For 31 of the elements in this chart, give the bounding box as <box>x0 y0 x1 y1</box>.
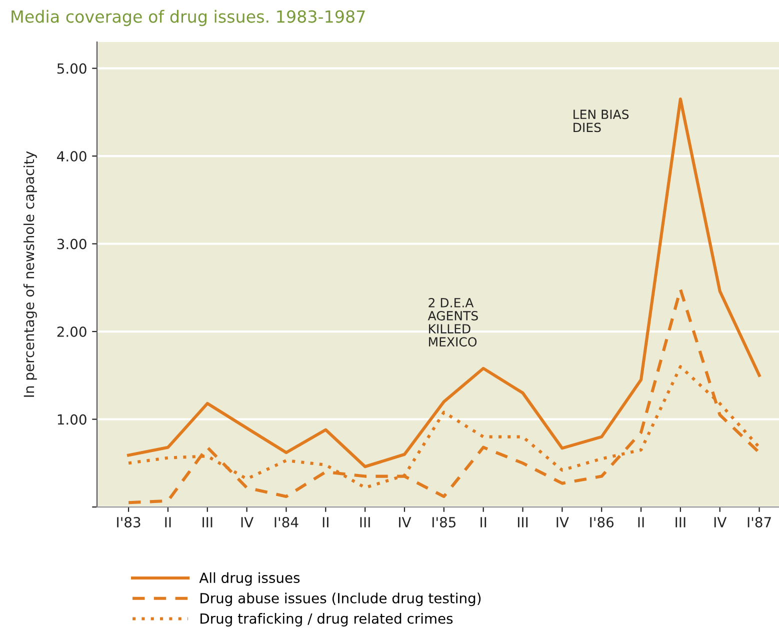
x-tick-label: I'83 <box>117 516 140 528</box>
x-tick-label: III <box>676 517 686 528</box>
legend-label: All drug issues <box>199 572 300 586</box>
y-tick-label: 5.00 <box>57 63 86 74</box>
x-tick-label: IV <box>399 517 412 528</box>
annotation: LEN BIAS DIES <box>574 110 629 132</box>
x-tick-label: IV <box>714 517 727 528</box>
x-tick-label: II <box>322 517 328 528</box>
x-tick-label: II <box>480 517 486 528</box>
chart-title: Media coverage of drug issues. 1983-1987 <box>12 10 365 26</box>
annotation: 2 D.E.A AGENTS KILLED MEXICO <box>428 298 478 347</box>
x-tick-label: IV <box>241 517 254 528</box>
x-tick-label: III <box>360 517 370 528</box>
y-axis-title: In percentage of newshole capacity <box>23 151 37 397</box>
legend-label: Drug traficking / drug related crimes <box>200 613 453 626</box>
x-tick-label: II <box>165 517 171 528</box>
x-tick-label: III <box>202 517 212 528</box>
x-tick-label: I'86 <box>590 516 614 528</box>
x-tick-label: I'85 <box>432 516 456 528</box>
x-tick-label: III <box>518 517 528 528</box>
y-tick-label: 4.00 <box>57 151 86 162</box>
x-tick-label: II <box>638 517 644 528</box>
y-tick-label: 1.00 <box>58 414 86 425</box>
x-tick-label: I'84 <box>274 516 298 528</box>
line-series <box>127 288 761 504</box>
x-tick-label: IV <box>556 517 569 528</box>
y-tick-label: 3.00 <box>57 238 86 250</box>
x-tick-label: I'87 <box>748 516 771 528</box>
y-tick-label: 2.00 <box>57 326 86 338</box>
legend-label: Drug abuse issues (Include drug testing) <box>200 592 481 606</box>
line-series <box>127 98 761 468</box>
